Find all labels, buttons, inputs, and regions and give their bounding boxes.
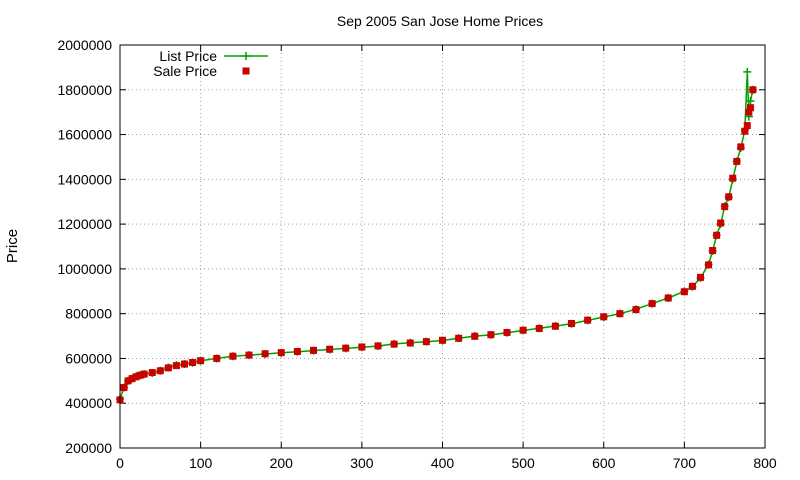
sale-price-point — [156, 367, 164, 375]
sale-price-point — [164, 364, 172, 372]
sale-price-point — [189, 358, 197, 366]
sale-price-point — [503, 328, 511, 336]
series-marks — [116, 67, 757, 404]
sale-price-point — [471, 332, 479, 340]
sale-price-point — [261, 350, 269, 358]
y-tick-label: 200000 — [65, 440, 112, 456]
sale-price-point — [648, 300, 656, 308]
legend-swatch-list-price-marker — [242, 52, 250, 60]
sale-price-point — [358, 343, 366, 351]
sale-price-point — [737, 143, 745, 151]
y-tick-label: 1200000 — [57, 216, 112, 232]
sale-price-point — [749, 86, 757, 94]
list-price-point — [746, 96, 755, 105]
sale-price-point — [721, 203, 729, 211]
sale-price-point — [342, 344, 350, 352]
plot-frame — [119, 44, 766, 449]
legend: List Price Sale Price — [153, 48, 268, 79]
sale-price-point — [568, 320, 575, 328]
y-tick-label: 1000000 — [57, 261, 112, 277]
sale-price-point — [310, 346, 317, 354]
sale-price-point — [422, 338, 430, 346]
sale-price-point — [197, 357, 205, 365]
sale-price-point — [374, 342, 382, 350]
sale-price-point — [713, 231, 721, 239]
x-tick-label: 100 — [189, 455, 213, 471]
sale-price-point — [148, 369, 156, 377]
sale-price-point — [172, 362, 180, 370]
sale-price-point — [229, 352, 237, 360]
y-axis-label: Price — [4, 229, 21, 263]
sale-price-point — [616, 310, 624, 318]
sale-price-point — [729, 174, 737, 182]
sale-price-point — [120, 384, 128, 392]
y-tick-label: 800000 — [65, 306, 112, 322]
y-tick-label: 400000 — [65, 395, 112, 411]
sale-price-point — [709, 247, 717, 255]
sale-price-point — [213, 354, 221, 362]
sale-price-point — [181, 360, 188, 368]
x-tick-label: 800 — [753, 455, 777, 471]
sale-price-point — [136, 371, 144, 379]
x-tick-label: 300 — [350, 455, 374, 471]
sale-price-point — [725, 193, 733, 201]
sale-price-point — [487, 331, 495, 339]
sale-price-point — [600, 313, 608, 321]
x-tick-label: 400 — [431, 455, 455, 471]
sale-price-point — [688, 282, 696, 290]
sale-price-point — [132, 373, 140, 381]
sale-price-point — [745, 108, 753, 116]
chart-title: Sep 2005 San Jose Home Prices — [337, 13, 543, 29]
sale-price-point — [664, 294, 672, 302]
x-tick-label: 200 — [270, 455, 294, 471]
legend-label-list-price: List Price — [159, 48, 217, 64]
sale-price-point — [455, 334, 463, 342]
sale-price-point — [697, 273, 704, 281]
sale-price-point — [245, 351, 253, 359]
sale-price-point — [733, 157, 741, 165]
sale-price-point — [140, 370, 148, 378]
sale-price-point — [124, 377, 132, 385]
sale-price-point — [439, 336, 446, 344]
y-tick-label: 600000 — [65, 350, 112, 366]
y-tick-label: 1400000 — [57, 171, 112, 187]
sale-price-point — [717, 219, 725, 227]
y-tick-label: 1800000 — [57, 82, 112, 98]
sale-price-point — [551, 322, 559, 330]
sale-price-point — [632, 306, 640, 314]
x-tick-label: 500 — [511, 455, 535, 471]
sale-price-point — [277, 349, 285, 357]
sale-price-point — [293, 348, 301, 356]
sale-price-point — [519, 326, 527, 334]
sale-price-point — [746, 104, 754, 112]
sale-price-point — [128, 375, 136, 383]
sale-price-point — [326, 345, 334, 353]
sale-price-point — [743, 122, 751, 130]
sale-price-point — [584, 316, 592, 324]
x-tick-label: 0 — [116, 455, 124, 471]
sale-price-point — [741, 127, 749, 135]
y-tick-label: 2000000 — [57, 37, 112, 53]
x-tick-label: 700 — [673, 455, 697, 471]
sale-price-point — [680, 288, 688, 296]
x-tick-label: 600 — [592, 455, 616, 471]
legend-swatch-sale-price — [242, 67, 250, 75]
y-tick-label: 1600000 — [57, 127, 112, 143]
sale-price-point — [535, 324, 543, 332]
grid-lines — [120, 45, 765, 448]
legend-label-sale-price: Sale Price — [153, 63, 217, 79]
sale-price-point — [705, 261, 713, 269]
list-price-line — [119, 71, 754, 399]
list-price-point — [743, 67, 752, 76]
axis-ticks: 0 100 200 300 400 500 600 700 800 200000 400000 600… — [57, 37, 776, 471]
sale-price-point — [406, 339, 414, 347]
sale-price-point — [390, 340, 398, 348]
